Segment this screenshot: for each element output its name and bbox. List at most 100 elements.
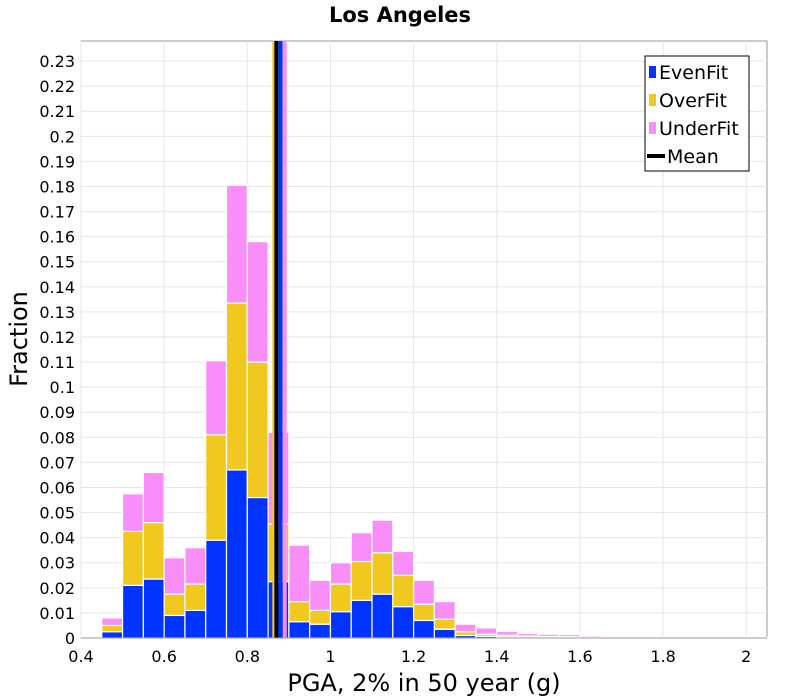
- x-tick-label: 0.4: [68, 647, 93, 666]
- bar-evenfit: [121, 584, 144, 639]
- bar-overfit: [205, 434, 228, 541]
- bar-underfit: [558, 633, 581, 638]
- bar-underfit: [454, 623, 477, 633]
- bar-underfit: [620, 636, 643, 639]
- bar-evenfit: [371, 593, 394, 639]
- bar-overfit: [225, 302, 248, 471]
- bar-underfit: [101, 617, 124, 627]
- bar-evenfit: [309, 623, 332, 639]
- x-tick-label: 0.6: [151, 647, 176, 666]
- legend-label: OverFit: [659, 90, 727, 112]
- y-tick-label: 0.05: [39, 504, 75, 523]
- y-tick-label: 0.15: [39, 253, 75, 272]
- bar-evenfit: [225, 469, 248, 639]
- bar-evenfit: [392, 606, 415, 639]
- x-tick-label: 1.6: [567, 647, 592, 666]
- bar-underfit: [121, 493, 144, 532]
- bar-evenfit: [163, 614, 186, 639]
- bar-underfit: [309, 579, 332, 612]
- bar-underfit: [662, 636, 685, 639]
- bar-overfit: [350, 560, 373, 601]
- bar-underfit: [163, 557, 186, 595]
- legend-label: Mean: [667, 146, 719, 168]
- bar-overfit: [163, 593, 186, 617]
- y-tick-labels: 0 0.01 0.02 0.03 0.04 0.05 0.06 0.07 0.08 0.09 0.1…: [39, 52, 75, 648]
- chart-title: Los Angeles: [329, 3, 471, 27]
- legend-label: EvenFit: [659, 62, 728, 84]
- bar-underfit: [413, 579, 435, 605]
- bar-underfit: [516, 632, 539, 637]
- y-tick-label: 0.06: [39, 478, 75, 497]
- bar-underfit: [142, 471, 165, 524]
- x-tick-label: 1.8: [650, 647, 675, 666]
- x-tick-label: 2: [741, 647, 751, 666]
- bar-underfit: [496, 630, 519, 636]
- bar-underfit: [329, 562, 352, 585]
- y-tick-label: 0.19: [39, 152, 75, 171]
- bar-underfit: [392, 550, 415, 576]
- y-tick-label: 0.1: [50, 378, 75, 397]
- bar-evenfit: [101, 631, 124, 639]
- legend-swatch-underfit: [649, 122, 656, 134]
- bar-evenfit: [205, 539, 228, 639]
- bar-underfit: [350, 532, 373, 563]
- x-tick-labels: 0.4 0.6 0.8 1 1.2 1.4 1.6 1.8 2: [68, 647, 751, 666]
- y-tick-label: 0.04: [39, 529, 75, 548]
- y-tick-label: 0.11: [39, 353, 75, 372]
- bar-evenfit: [142, 578, 165, 639]
- bar-overfit: [309, 609, 332, 625]
- bar-overfit: [413, 603, 435, 622]
- bar-underfit: [433, 601, 456, 620]
- bar-overfit: [246, 361, 269, 499]
- x-tick-label: 1.2: [401, 647, 426, 666]
- bar-underfit: [205, 360, 228, 436]
- y-tick-label: 0: [65, 629, 75, 648]
- y-tick-label: 0.07: [39, 453, 75, 472]
- bar-evenfit: [350, 599, 373, 639]
- bar-overfit: [121, 530, 144, 586]
- bar-evenfit: [288, 621, 311, 639]
- bar-overfit: [392, 574, 415, 608]
- legend-box: [644, 55, 750, 172]
- bar-underfit: [579, 634, 602, 638]
- legend-swatch-overfit: [649, 94, 656, 106]
- x-tick-label: 1: [325, 647, 335, 666]
- bar-overfit: [288, 601, 311, 623]
- bar-overfit: [329, 583, 352, 613]
- x-tick-label: 0.8: [235, 647, 260, 666]
- bar-overfit: [184, 583, 207, 612]
- y-tick-label: 0.18: [39, 177, 75, 196]
- bar-underfit: [683, 636, 706, 639]
- y-tick-label: 0.09: [39, 403, 75, 422]
- y-tick-label: 0.23: [39, 52, 75, 71]
- bar-overfit: [433, 618, 456, 630]
- bar-underfit: [184, 547, 207, 585]
- bar-underfit: [641, 636, 664, 639]
- y-tick-label: 0.01: [39, 604, 75, 623]
- bar-evenfit: [184, 609, 207, 639]
- bar-evenfit: [246, 496, 269, 639]
- bar-underfit: [537, 633, 560, 638]
- bar-underfit: [246, 241, 269, 363]
- y-tick-label: 0.22: [39, 77, 75, 96]
- y-tick-label: 0.08: [39, 428, 75, 447]
- legend-swatch-evenfit: [649, 66, 656, 78]
- bar-evenfit: [329, 611, 352, 639]
- bar-evenfit: [433, 628, 456, 639]
- bar-overfit: [371, 552, 394, 595]
- y-tick-label: 0.21: [39, 102, 75, 121]
- bar-overfit: [101, 624, 124, 633]
- bar-underfit: [288, 544, 311, 603]
- bar-underfit: [225, 184, 248, 304]
- legend-label: UnderFit: [659, 118, 739, 140]
- bar-underfit: [600, 635, 623, 639]
- y-tick-label: 0.14: [39, 278, 75, 297]
- x-axis-title: PGA, 2% in 50 year (g): [287, 669, 560, 697]
- vertical-lines: [272, 41, 287, 638]
- y-tick-label: 0.02: [39, 579, 75, 598]
- y-axis-title: Fraction: [5, 291, 33, 387]
- y-tick-label: 0.16: [39, 228, 75, 247]
- y-tick-label: 0.17: [39, 203, 75, 222]
- y-tick-label: 0.13: [39, 303, 75, 322]
